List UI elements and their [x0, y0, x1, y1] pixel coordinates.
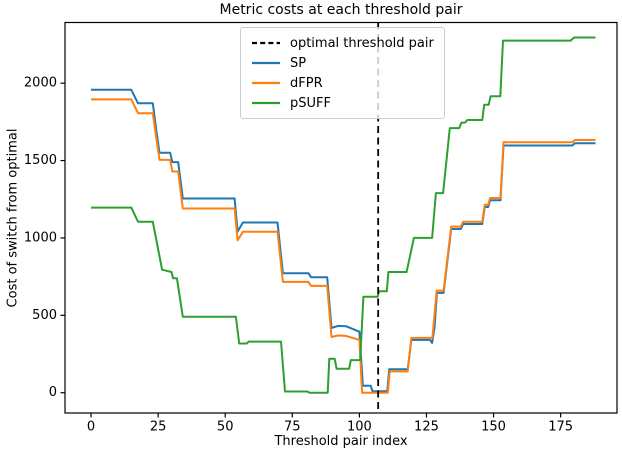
line-swatch-icon — [252, 81, 280, 85]
x-tick-label: 125 — [414, 419, 439, 434]
x-tick-label: 100 — [347, 419, 372, 434]
y-tick-label: 1000 — [24, 230, 57, 245]
legend-item-label: optimal threshold pair — [290, 35, 434, 51]
line-swatch-icon — [252, 61, 280, 65]
x-tick-label: 75 — [284, 419, 301, 434]
psuff-line — [91, 36, 596, 394]
y-tick-label: 2000 — [24, 76, 57, 91]
legend-item-dfpr: dFPR — [251, 73, 444, 93]
y-axis-label: Cost of switch from optimal — [5, 128, 21, 308]
x-axis-label: Threshold pair index — [274, 434, 408, 449]
x-tick-label: 150 — [481, 419, 506, 434]
y-tick-label: 500 — [32, 308, 57, 323]
dfpr-line — [91, 98, 596, 394]
legend-item-label: pSUFF — [290, 95, 331, 111]
y-tick-label: 1500 — [24, 153, 57, 168]
legend-item-label: dFPR — [290, 75, 323, 91]
legend: optimal threshold pair SP dFPR pSUFF — [240, 27, 445, 119]
legend-item-optimal-threshold-pair: optimal threshold pair — [251, 33, 444, 53]
x-tick-label: 50 — [217, 419, 234, 434]
x-tick-label: 175 — [548, 419, 573, 434]
line-swatch-icon — [252, 101, 280, 105]
sp-line — [91, 88, 596, 393]
legend-item-sp: SP — [251, 53, 444, 73]
legend-item-psuff: pSUFF — [251, 93, 444, 113]
dashed-line-swatch-icon — [252, 41, 280, 45]
x-tick-label: 0 — [87, 419, 95, 434]
y-tick-label: 0 — [49, 385, 57, 400]
legend-item-label: SP — [290, 55, 307, 71]
chart-title: Metric costs at each threshold pair — [219, 2, 463, 18]
x-tick-label: 25 — [150, 419, 167, 434]
plot-border — [64, 21, 618, 414]
